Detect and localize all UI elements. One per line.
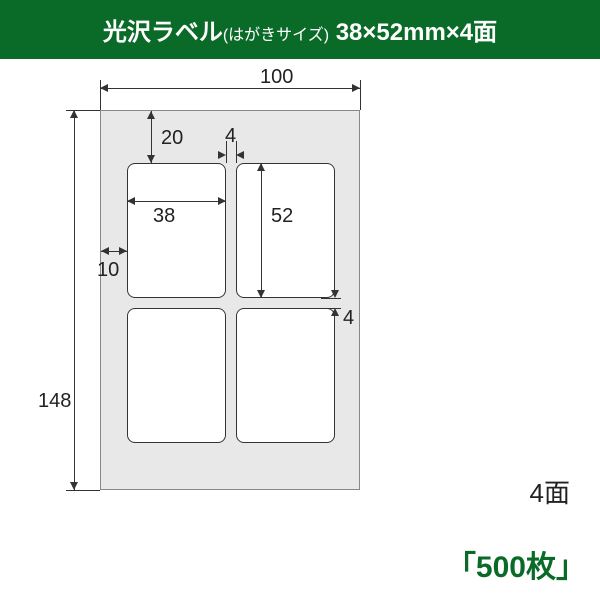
dim-sheet-height-line	[74, 110, 75, 490]
arrow-icon	[147, 111, 155, 119]
dim-label-height-line	[261, 163, 262, 298]
dim-margin-top: 20	[161, 127, 183, 150]
arrow-icon	[257, 163, 265, 171]
dim-margin-left: 10	[97, 259, 119, 282]
label-cell	[127, 308, 226, 443]
arrow-icon	[236, 151, 244, 159]
title-dimensions: 38×52mm×4面	[336, 19, 497, 46]
arrow-icon	[101, 247, 109, 255]
arrow-icon	[147, 155, 155, 163]
dim-label-width: 38	[153, 205, 175, 228]
label-cell	[236, 163, 335, 298]
tick	[100, 80, 101, 110]
arrow-icon	[119, 247, 127, 255]
title-main: 光沢ラベル	[103, 19, 223, 46]
arrow-icon	[218, 151, 226, 159]
dim-gap-h: 4	[225, 125, 236, 148]
tick	[321, 298, 341, 299]
arrow-icon	[257, 290, 265, 298]
label-cell	[127, 163, 226, 298]
tick	[66, 490, 100, 491]
dim-sheet-width-line	[100, 88, 360, 89]
title-sub: (はがきサイズ)	[223, 27, 329, 44]
quantity: 「500枚」	[446, 542, 586, 586]
label-cell	[236, 308, 335, 443]
arrow-icon	[127, 197, 135, 205]
arrow-icon	[218, 197, 226, 205]
arrow-icon	[100, 84, 108, 92]
arrow-icon	[70, 110, 78, 118]
diagram: 100 148 20 4 38 52	[60, 70, 440, 540]
dim-gap-v: 4	[343, 307, 354, 330]
arrow-icon	[70, 482, 78, 490]
dim-label-width-line	[127, 201, 226, 202]
face-count: 4面	[530, 473, 570, 510]
dim-label-height: 52	[271, 205, 293, 228]
dim-sheet-width: 100	[260, 66, 293, 89]
sheet: 20 4 38 52 10 4	[100, 110, 360, 490]
arrow-icon	[331, 308, 339, 316]
dim-sheet-height: 148	[38, 390, 71, 413]
tick	[66, 110, 100, 111]
arrow-icon	[331, 290, 339, 298]
tick	[360, 80, 361, 110]
header-bar: 光沢ラベル(はがきサイズ) 38×52mm×4面	[0, 0, 600, 59]
arrow-icon	[352, 84, 360, 92]
